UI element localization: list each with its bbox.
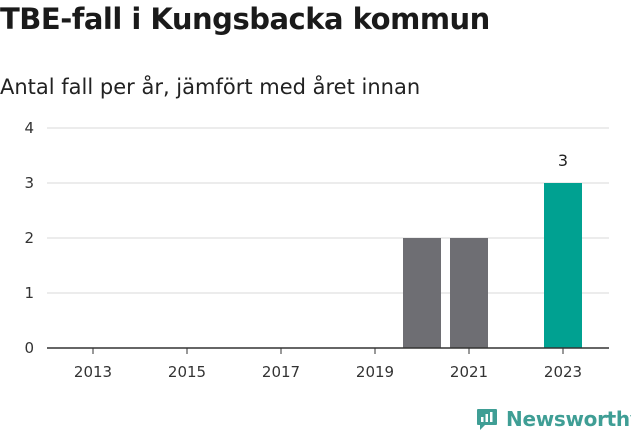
chart-subtitle: Antal fall per år, jämfört med året inna… (0, 75, 421, 99)
y-tick-label: 1 (24, 284, 34, 302)
x-tick-label: 2017 (262, 363, 300, 381)
newsworthy-logo-icon (477, 409, 497, 430)
brand-name: Newsworthy (506, 407, 631, 431)
x-tick-label: 2023 (544, 363, 582, 381)
bar-2020 (403, 238, 441, 348)
bars (403, 183, 582, 348)
y-tick-label: 2 (24, 229, 34, 247)
brand[interactable]: Newsworthy (476, 407, 631, 431)
data-label: 3 (558, 151, 568, 170)
x-tick-label: 2015 (168, 363, 206, 381)
bar-2023 (544, 183, 582, 348)
x-tick-label: 2013 (74, 363, 112, 381)
y-tick-label: 0 (24, 339, 34, 357)
y-tick-label: 3 (24, 174, 34, 192)
gridlines (47, 127, 609, 294)
x-tick-label: 2019 (356, 363, 394, 381)
x-axis (47, 347, 609, 354)
x-tick-label: 2021 (450, 363, 488, 381)
y-tick-label: 4 (24, 119, 34, 137)
tick-labels: 0 1 2 3 4 3 2013 2015 2017 2019 2021 2023 (24, 119, 582, 381)
chart-title: TBE-fall i Kungsbacka kommun (0, 2, 490, 36)
bar-2021 (450, 238, 488, 348)
